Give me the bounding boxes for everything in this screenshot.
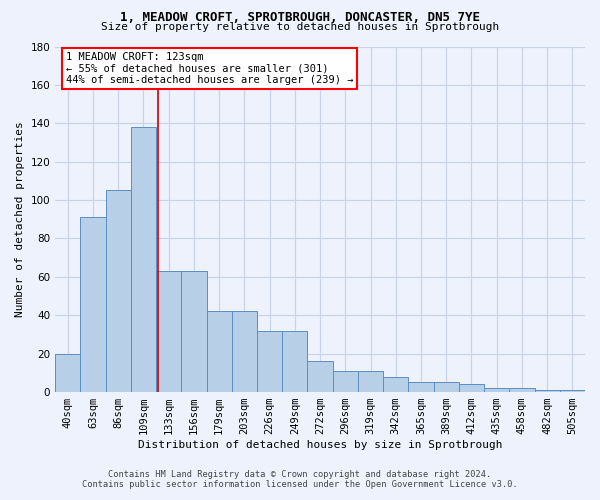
Bar (332, 371, 358, 392)
Bar (307, 362, 332, 392)
Bar (232, 312, 257, 392)
Bar (156, 271, 181, 392)
Bar (383, 376, 409, 392)
Bar (282, 330, 307, 392)
Y-axis label: Number of detached properties: Number of detached properties (15, 122, 25, 317)
Text: Size of property relative to detached houses in Sprotbrough: Size of property relative to detached ho… (101, 22, 499, 32)
Bar (409, 382, 434, 392)
Bar (535, 390, 560, 392)
Bar (509, 388, 535, 392)
Bar (560, 390, 585, 392)
Text: 1, MEADOW CROFT, SPROTBROUGH, DONCASTER, DN5 7YE: 1, MEADOW CROFT, SPROTBROUGH, DONCASTER,… (120, 11, 480, 24)
Bar (434, 382, 459, 392)
Bar (106, 190, 131, 392)
Bar (206, 312, 232, 392)
Bar (80, 218, 106, 392)
Bar (181, 271, 206, 392)
Bar (257, 330, 282, 392)
Bar (358, 371, 383, 392)
Bar (459, 384, 484, 392)
Bar (484, 388, 509, 392)
Text: Contains HM Land Registry data © Crown copyright and database right 2024.
Contai: Contains HM Land Registry data © Crown c… (82, 470, 518, 489)
Bar (131, 127, 156, 392)
X-axis label: Distribution of detached houses by size in Sprotbrough: Distribution of detached houses by size … (138, 440, 502, 450)
Bar (55, 354, 80, 392)
Text: 1 MEADOW CROFT: 123sqm
← 55% of detached houses are smaller (301)
44% of semi-de: 1 MEADOW CROFT: 123sqm ← 55% of detached… (66, 52, 353, 85)
